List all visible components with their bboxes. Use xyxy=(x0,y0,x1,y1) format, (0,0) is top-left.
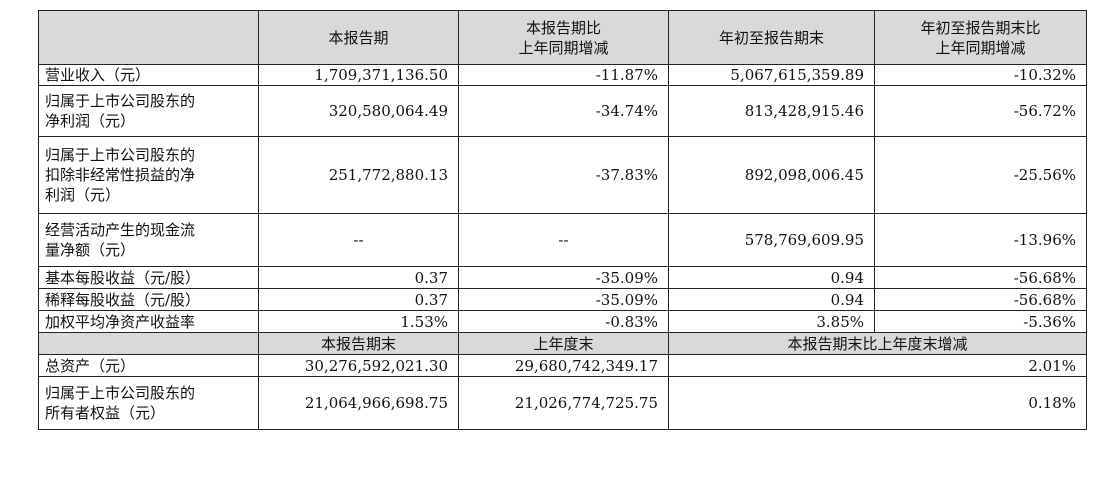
table-row: 归属于上市公司股东的 净利润（元） 320,580,064.49 -34.74%… xyxy=(38,85,1087,137)
cell-value: 21,064,966,698.75 xyxy=(258,376,459,430)
row-label: 经营活动产生的现金流 量净额（元） xyxy=(38,213,259,267)
cell-value: 5,067,615,359.89 xyxy=(668,64,875,86)
financial-summary-table: 本报告期 本报告期比 上年同期增减 年初至报告期末 年初至报告期末比 上年同期增… xyxy=(38,10,1087,430)
table-row: 归属于上市公司股东的 扣除非经常性损益的净 利润（元） 251,772,880.… xyxy=(38,136,1087,214)
header-current-period: 本报告期 xyxy=(258,10,459,65)
cell-value: 251,772,880.13 xyxy=(258,136,459,214)
cell-value: -5.36% xyxy=(874,310,1087,333)
row-label: 归属于上市公司股东的 净利润（元） xyxy=(38,85,259,137)
cell-value: -0.83% xyxy=(458,310,669,333)
cell-value: -13.96% xyxy=(874,213,1087,267)
table-row: 加权平均净资产收益率 1.53% -0.83% 3.85% -5.36% xyxy=(38,310,1087,333)
row-label: 营业收入（元） xyxy=(38,64,259,86)
header-ytd: 年初至报告期末 xyxy=(668,10,875,65)
cell-value: -35.09% xyxy=(458,266,669,289)
cell-value: -56.72% xyxy=(874,85,1087,137)
header-period-end-change: 本报告期末比上年度末增减 xyxy=(668,332,1087,355)
cell-value: 3.85% xyxy=(668,310,875,333)
cell-value: -56.68% xyxy=(874,266,1087,289)
cell-value: -35.09% xyxy=(458,288,669,311)
cell-value: 0.94 xyxy=(668,288,875,311)
cell-value: -56.68% xyxy=(874,288,1087,311)
cell-value: -- xyxy=(458,213,669,267)
cell-value: 320,580,064.49 xyxy=(258,85,459,137)
cell-value: 21,026,774,725.75 xyxy=(458,376,669,430)
table-row: 营业收入（元） 1,709,371,136.50 -11.87% 5,067,6… xyxy=(38,64,1087,86)
cell-value: 578,769,609.95 xyxy=(668,213,875,267)
header-row-1: 本报告期 本报告期比 上年同期增减 年初至报告期末 年初至报告期末比 上年同期增… xyxy=(38,10,1087,65)
cell-value: 892,098,006.45 xyxy=(668,136,875,214)
cell-value: 30,276,592,021.30 xyxy=(258,354,459,377)
table-row: 归属于上市公司股东的 所有者权益（元） 21,064,966,698.75 21… xyxy=(38,376,1087,430)
row-label: 归属于上市公司股东的 扣除非经常性损益的净 利润（元） xyxy=(38,136,259,214)
cell-value: 0.94 xyxy=(668,266,875,289)
row-label: 归属于上市公司股东的 所有者权益（元） xyxy=(38,376,259,430)
cell-value: -25.56% xyxy=(874,136,1087,214)
cell-value: 0.18% xyxy=(668,376,1087,430)
cell-value: 1.53% xyxy=(258,310,459,333)
cell-value: 29,680,742,349.17 xyxy=(458,354,669,377)
header-row-2: 本报告期末 上年度末 本报告期末比上年度末增减 xyxy=(38,332,1087,355)
cell-value: 2.01% xyxy=(668,354,1087,377)
cell-value: -- xyxy=(258,213,459,267)
header-ytd-change: 年初至报告期末比 上年同期增减 xyxy=(874,10,1087,65)
row-label: 稀释每股收益（元/股） xyxy=(38,288,259,311)
cell-value: 813,428,915.46 xyxy=(668,85,875,137)
cell-value: -10.32% xyxy=(874,64,1087,86)
cell-value: 1,709,371,136.50 xyxy=(258,64,459,86)
cell-value: -37.83% xyxy=(458,136,669,214)
table-row: 经营活动产生的现金流 量净额（元） -- -- 578,769,609.95 -… xyxy=(38,213,1087,267)
table-row: 稀释每股收益（元/股） 0.37 -35.09% 0.94 -56.68% xyxy=(38,288,1087,311)
cell-value: 0.37 xyxy=(258,288,459,311)
cell-value: -11.87% xyxy=(458,64,669,86)
header-stub xyxy=(38,332,259,355)
row-label: 总资产（元） xyxy=(38,354,259,377)
cell-value: -34.74% xyxy=(458,85,669,137)
header-period-end: 本报告期末 xyxy=(258,332,459,355)
row-label: 基本每股收益（元/股） xyxy=(38,266,259,289)
cell-value: 0.37 xyxy=(258,266,459,289)
header-current-period-change: 本报告期比 上年同期增减 xyxy=(458,10,669,65)
header-prior-year-end: 上年度末 xyxy=(458,332,669,355)
table-row: 总资产（元） 30,276,592,021.30 29,680,742,349.… xyxy=(38,354,1087,377)
row-label: 加权平均净资产收益率 xyxy=(38,310,259,333)
table-row: 基本每股收益（元/股） 0.37 -35.09% 0.94 -56.68% xyxy=(38,266,1087,289)
header-stub xyxy=(38,10,259,65)
